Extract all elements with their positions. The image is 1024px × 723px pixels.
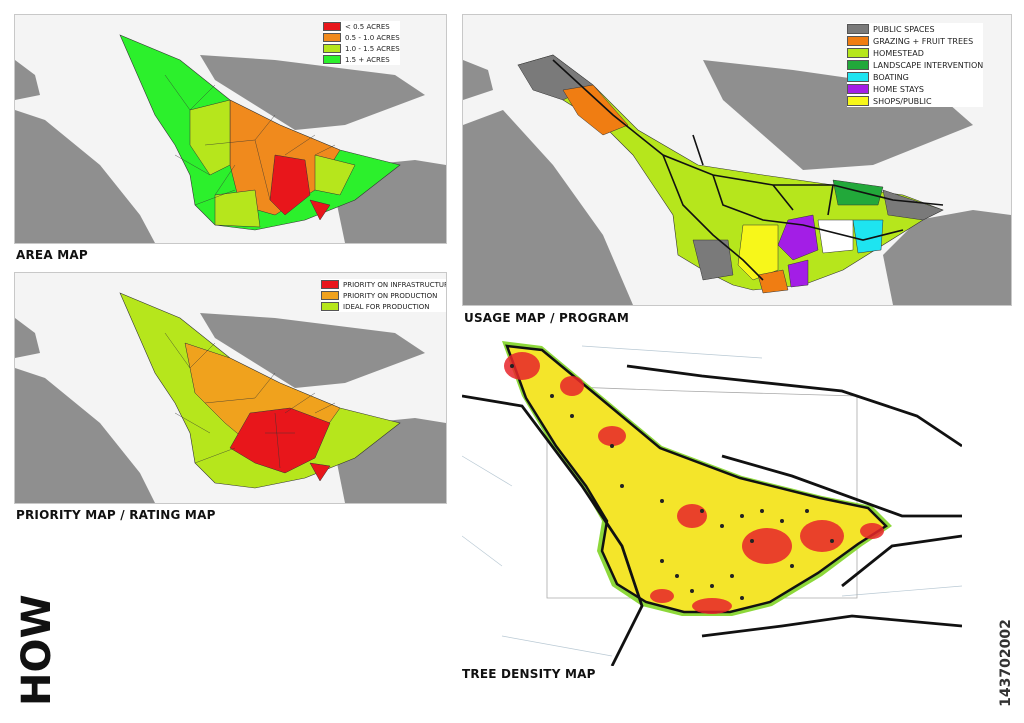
land-mass-ne <box>200 55 425 130</box>
parcel-lines <box>164 74 336 206</box>
area-legend-item: 1.0 - 1.5 ACRES <box>323 43 400 54</box>
priority-map-title: PRIORITY MAP / RATING MAP <box>16 508 216 522</box>
tree-density-canvas <box>462 341 962 666</box>
area-legend-item: 1.5 + ACRES <box>323 54 400 65</box>
area-map-canvas <box>15 34 446 243</box>
usage-legend-item: PUBLIC SPACES <box>847 23 983 35</box>
priority-map-canvas <box>15 292 446 503</box>
student-id: 143702002 <box>998 619 1014 707</box>
zone-homestays-south <box>787 259 809 288</box>
land-mass-sw <box>463 110 633 305</box>
usage-map-panel: PUBLIC SPACES GRAZING + FRUIT TREES HOME… <box>462 14 1012 306</box>
priority-legend-item: IDEAL FOR PRODUCTION <box>321 301 446 312</box>
study-grid-frame <box>546 385 858 599</box>
zone-east-medium <box>314 154 356 196</box>
land-mass-sw <box>15 110 155 243</box>
parcel-lines <box>164 332 336 469</box>
priority-legend-item: PRIORITY ON INFRASTRUCTURE <box>321 279 446 290</box>
land-mass-sw <box>15 368 155 503</box>
zone-infrastructure <box>229 407 331 474</box>
priority-map-panel: PRIORITY ON INFRASTRUCTURE PRIORITY ON P… <box>14 272 447 504</box>
usage-legend-item: HOMESTEAD <box>847 47 983 59</box>
zone-tiny-south <box>309 199 331 221</box>
usage-legend-item: GRAZING + FRUIT TREES <box>847 35 983 47</box>
land-mass-w <box>15 60 40 100</box>
usage-map-title: USAGE MAP / PROGRAM <box>464 311 630 325</box>
zone-small-medium <box>189 99 231 176</box>
zone-infrastructure-south <box>309 462 331 482</box>
tree-density-map <box>462 336 962 666</box>
water-lines <box>462 345 962 657</box>
area-legend-item: < 0.5 ACRES <box>323 21 400 32</box>
zone-tiny-center <box>269 154 311 216</box>
side-title-how: HOW <box>14 594 60 706</box>
zone-boating <box>852 219 884 254</box>
zone-landscape <box>832 179 884 206</box>
tree-density-title: TREE DENSITY MAP <box>462 667 596 681</box>
usage-legend-item: SHOPS/PUBLIC <box>847 95 983 107</box>
land-mass-se <box>883 210 1011 305</box>
zone-grazing-south <box>757 269 789 294</box>
area-map-title: AREA MAP <box>16 248 88 262</box>
zone-open <box>817 219 854 254</box>
path-network <box>552 59 944 281</box>
area-legend: < 0.5 ACRES 0.5 - 1.0 ACRES 1.0 - 1.5 AC… <box>323 21 400 65</box>
priority-legend: PRIORITY ON INFRASTRUCTURE PRIORITY ON P… <box>321 279 446 312</box>
area-legend-item: 0.5 - 1.0 ACRES <box>323 32 400 43</box>
zone-south-medium <box>214 189 261 228</box>
dense-tree-clusters <box>504 352 884 614</box>
area-map-panel: < 0.5 ACRES 0.5 - 1.0 ACRES 1.0 - 1.5 AC… <box>14 14 447 244</box>
usage-legend: PUBLIC SPACES GRAZING + FRUIT TREES HOME… <box>847 23 984 107</box>
usage-legend-item: HOME STAYS <box>847 83 983 95</box>
tree-point-markers <box>510 364 834 600</box>
priority-legend-item: PRIORITY ON PRODUCTION <box>321 290 446 301</box>
land-mass-w <box>463 60 493 100</box>
land-mass-ne <box>200 313 425 388</box>
land-mass-w <box>15 318 40 358</box>
usage-legend-item: LANDSCAPE INTERVENTION <box>847 59 983 71</box>
usage-legend-item: BOATING <box>847 71 983 83</box>
shoreline-outlines <box>462 364 962 666</box>
zone-public-east <box>882 189 944 221</box>
zone-grazing <box>562 84 629 136</box>
zone-public-south <box>692 239 734 281</box>
